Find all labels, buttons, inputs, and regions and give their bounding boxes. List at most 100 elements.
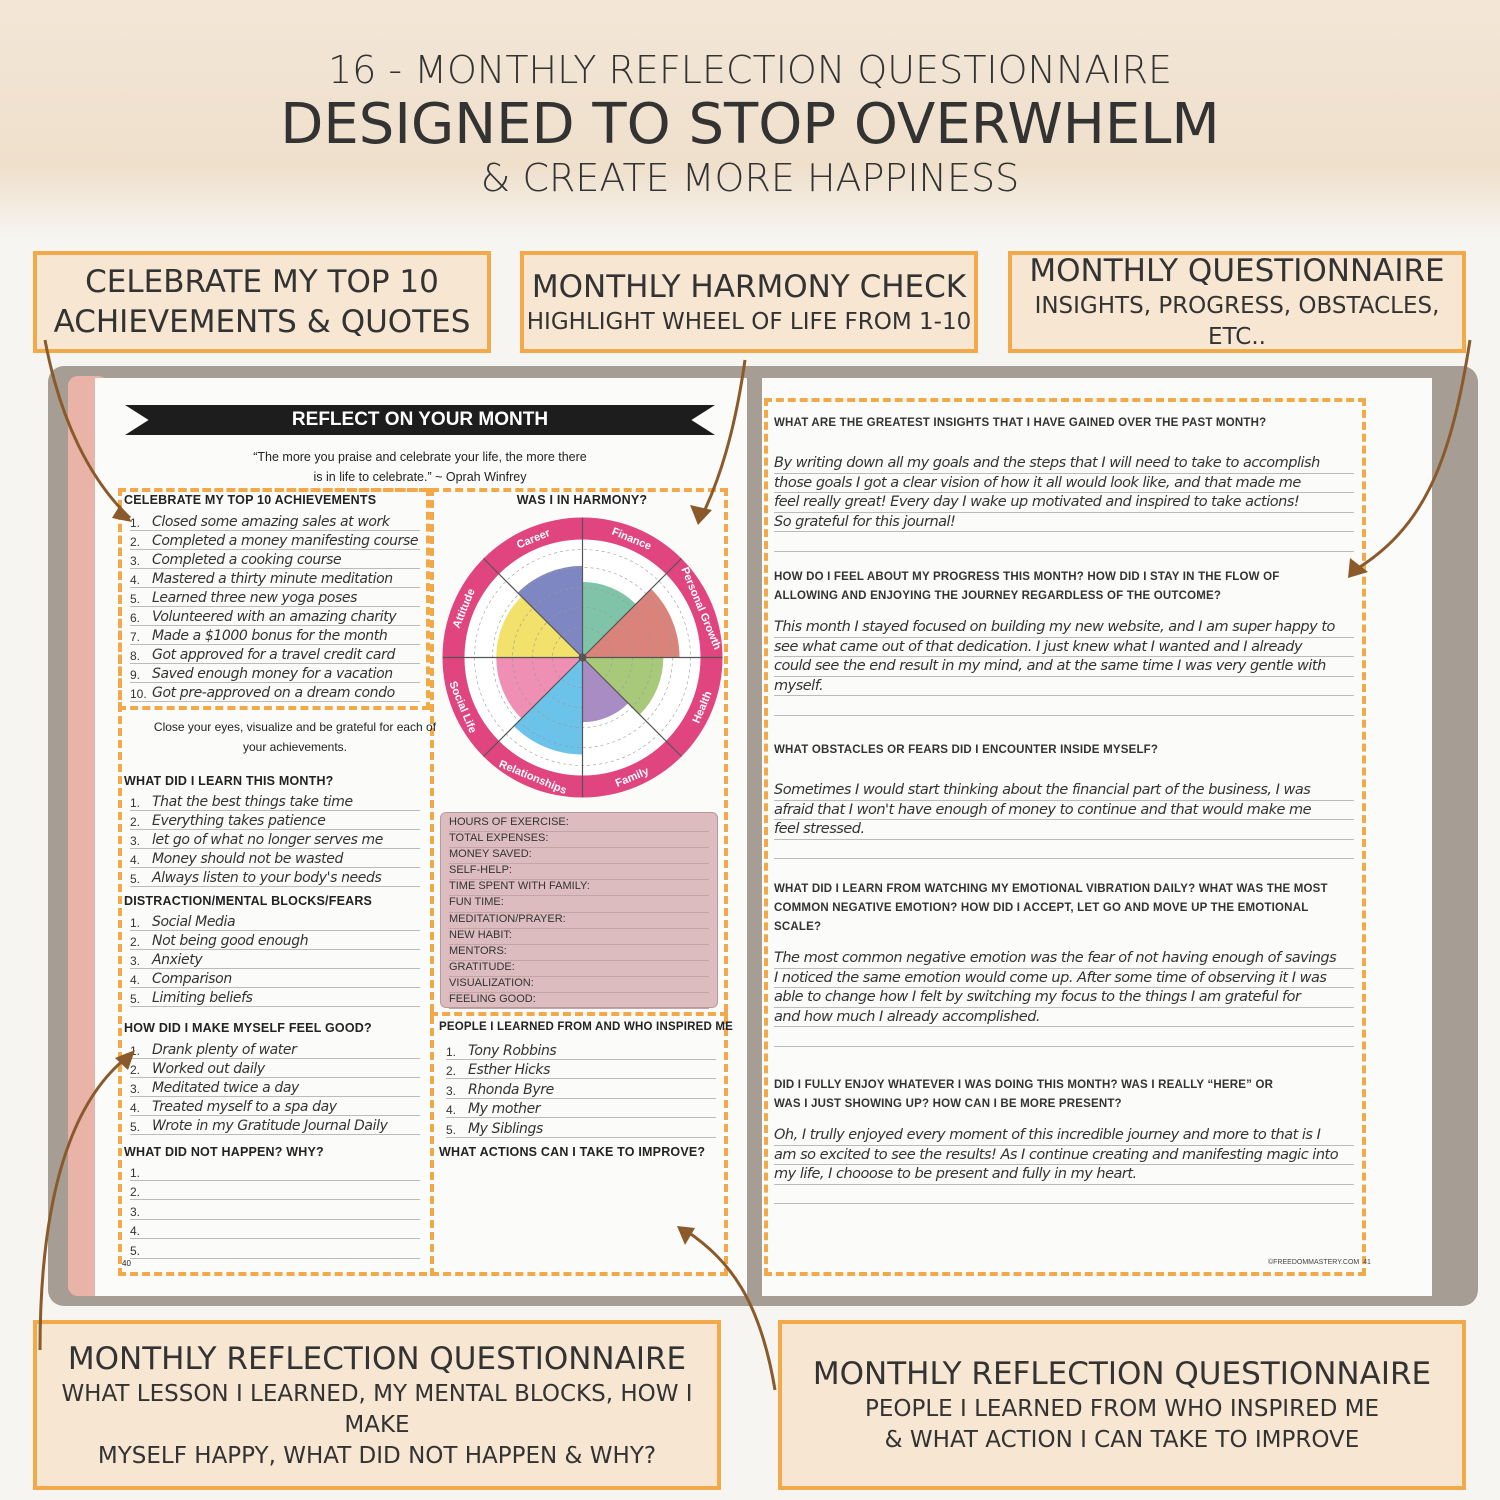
tracker-row[interactable]: TIME SPENT WITH FAMILY: — [449, 880, 709, 897]
wheel-segment-social-life — [496, 657, 583, 719]
item-text: Got approved for a travel credit card — [152, 647, 395, 663]
callout-subtitle-2: MYSELF HAPPY, WHAT DID NOT HAPPEN & WHY? — [97, 1442, 657, 1469]
question-text: WHAT OBSTACLES OR FEARS DID I ENCOUNTER … — [774, 744, 1159, 756]
list-item: 3. — [130, 1200, 420, 1220]
item-number: 4. — [130, 573, 141, 587]
item-number: 4. — [446, 1103, 457, 1117]
visualize-note: Close your eyes, visualize and be gratef… — [130, 717, 460, 757]
callout-title: MONTHLY HARMONY CHECK — [531, 268, 967, 305]
callout-achievements: CELEBRATE MY TOP 10 ACHIEVEMENTS & QUOTE… — [33, 251, 491, 353]
item-number: 3. — [446, 1083, 457, 1098]
wheel-segment-career — [517, 565, 583, 658]
tracker-row[interactable]: SELF-HELP: — [449, 864, 709, 881]
answer-line[interactable]: This month I stayed focused on building … — [774, 618, 1354, 638]
list-item: 4. My mother — [446, 1099, 716, 1118]
tracker-row[interactable]: MENTORS: — [449, 945, 709, 961]
list-item: 4. Mastered a thirty minute meditation — [130, 569, 420, 588]
list-item: 2. Completed a money manifesting course — [130, 531, 420, 550]
tracker-row[interactable]: FUN TIME: — [449, 896, 709, 913]
feel-good-list: 1. Drank plenty of water 2. Worked out dail… — [130, 1040, 420, 1135]
tracker-row[interactable]: FEELING GOOD: — [449, 993, 709, 1010]
tracker-row[interactable]: HOURS OF EXERCISE: — [449, 816, 709, 833]
question-text: HOW DO I FEEL ABOUT MY PROGRESS THIS MON… — [774, 571, 1280, 583]
item-number: 4. — [130, 853, 141, 867]
item-text: Limiting beliefs — [152, 990, 253, 1006]
list-item: 6. Volunteered with an amazing charity — [130, 607, 420, 626]
item-number: 5. — [130, 992, 141, 1006]
item-number: 5. — [130, 1243, 141, 1258]
wheel-segment-relationships — [513, 657, 583, 755]
answer-line[interactable]: my life, I chooose to be present and ful… — [774, 1165, 1354, 1185]
question-block: HOW DO I FEEL ABOUT MY PROGRESS THIS MON… — [774, 568, 1354, 716]
item-number: 4. — [130, 1224, 141, 1238]
answer-line[interactable] — [774, 532, 1354, 552]
list-item: 3. Completed a cooking course — [130, 550, 420, 569]
answer-line[interactable] — [774, 840, 1354, 859]
answer-line[interactable] — [774, 1185, 1354, 1204]
footer-credit: ©FREEDOMMASTERY.COM — [1268, 1259, 1360, 1266]
list-item: 1. — [130, 1161, 420, 1181]
item-text: Got pre-approved on a dream condo — [152, 685, 395, 701]
item-text: Mastered a thirty minute meditation — [152, 571, 393, 587]
wheel-divider — [582, 558, 682, 658]
item-number: 1. — [130, 916, 141, 930]
quote: “The more you praise and celebrate your … — [160, 447, 680, 487]
callout-subtitle-1: PEOPLE I LEARNED FROM WHO INSPIRED ME — [864, 1396, 1380, 1422]
item-text: Treated myself to a spa day — [152, 1099, 337, 1115]
list-item: 5. Learned three new yoga poses — [130, 588, 420, 607]
item-text: Meditated twice a day — [152, 1080, 299, 1096]
tracker-row[interactable]: GRATITUDE: — [449, 961, 709, 977]
callout-subtitle: HIGHLIGHT WHEEL OF LIFE FROM 1-10 — [526, 308, 972, 335]
answer-line[interactable]: feel really great! Every day I wake up m… — [774, 493, 1354, 513]
question-block: DID I FULLY ENJOY WHATEVER I WAS DOING T… — [774, 1076, 1354, 1204]
answer-line[interactable]: feel stressed. — [774, 820, 1354, 840]
item-number: 5. — [130, 872, 141, 886]
list-item: 1. Social Media — [130, 912, 420, 931]
question-text: ALLOWING AND ENJOYING THE JOURNEY REGARD… — [774, 590, 1222, 602]
list-item: 2. Everything takes patience — [130, 811, 420, 830]
answer-line[interactable]: and how much I already accomplished. — [774, 1008, 1354, 1027]
answer-line[interactable]: Oh, I trully enjoyed every moment of thi… — [774, 1126, 1354, 1146]
answer-line[interactable]: By writing down all my goals and the ste… — [774, 454, 1354, 474]
item-number: 8. — [130, 649, 141, 663]
callout-title: MONTHLY QUESTIONNAIRE — [1029, 253, 1445, 289]
people-title: PEOPLE I LEARNED FROM AND WHO INSPIRED M… — [439, 1021, 734, 1033]
list-item: 2. Esther Hicks — [446, 1060, 716, 1079]
answer-line[interactable] — [774, 1027, 1354, 1047]
header-line-3: & CREATE MORE HAPPINESS — [480, 156, 1020, 200]
not-happen-list: 1. 2. 3. 4. 5. — [130, 1161, 420, 1259]
monthly-tracker: HOURS OF EXERCISE: TOTAL EXPENSES: MONEY S… — [440, 812, 718, 1010]
list-item: 3. let go of what no longer serves me — [130, 830, 420, 849]
answer-line[interactable]: could see the end result in my mind, and… — [774, 657, 1354, 677]
answer-line[interactable]: I noticed the same emotion would come up… — [774, 969, 1354, 988]
item-number: 2. — [130, 935, 141, 949]
tracker-row[interactable]: VISUALIZATION: — [449, 977, 709, 994]
list-item: 2. — [130, 1181, 420, 1200]
item-text: That the best things take time — [152, 794, 353, 810]
answer-line[interactable]: am so excited to see the results! As I c… — [774, 1146, 1354, 1165]
answer-line[interactable]: myself. — [774, 677, 1354, 696]
answer-line[interactable]: able to change how I felt by switching m… — [774, 988, 1354, 1008]
item-text: Made a $1000 bonus for the month — [152, 628, 388, 644]
item-text: Always listen to your body's needs — [152, 870, 382, 886]
left-page-number: 40 — [122, 1259, 131, 1268]
tracker-row[interactable]: NEW HABIT: — [449, 929, 709, 945]
answer-line[interactable]: those goals I got a clear vision of how … — [774, 474, 1354, 493]
answer-line[interactable]: So grateful for this journal! — [774, 513, 1354, 532]
item-number: 4. — [130, 1101, 141, 1115]
tracker-row[interactable]: TOTAL EXPENSES: — [449, 832, 709, 849]
tracker-row[interactable]: MEDITATION/PRAYER: — [449, 913, 709, 929]
answer-line[interactable]: Sometimes I would start thinking about t… — [774, 781, 1354, 801]
answer-line[interactable]: see what came out of that dedication. I … — [774, 638, 1354, 657]
list-item: 1. Drank plenty of water — [130, 1040, 420, 1059]
item-number: 1. — [446, 1044, 457, 1059]
tracker-row[interactable]: MONEY SAVED: — [449, 848, 709, 865]
wheel-divider — [483, 558, 583, 658]
answer-line[interactable]: The most common negative emotion was the… — [774, 949, 1354, 969]
callout-reflection-right: MONTHLY REFLECTION QUESTIONNAIRE PEOPLE … — [778, 1320, 1466, 1490]
answer-line[interactable]: afraid that I won't have enough of money… — [774, 801, 1354, 820]
not-happen-title: WHAT DID NOT HAPPEN? WHY? — [124, 1145, 324, 1159]
list-item: 5. Wrote in my Gratitude Journal Daily — [130, 1116, 420, 1135]
answer-line[interactable] — [774, 696, 1354, 716]
